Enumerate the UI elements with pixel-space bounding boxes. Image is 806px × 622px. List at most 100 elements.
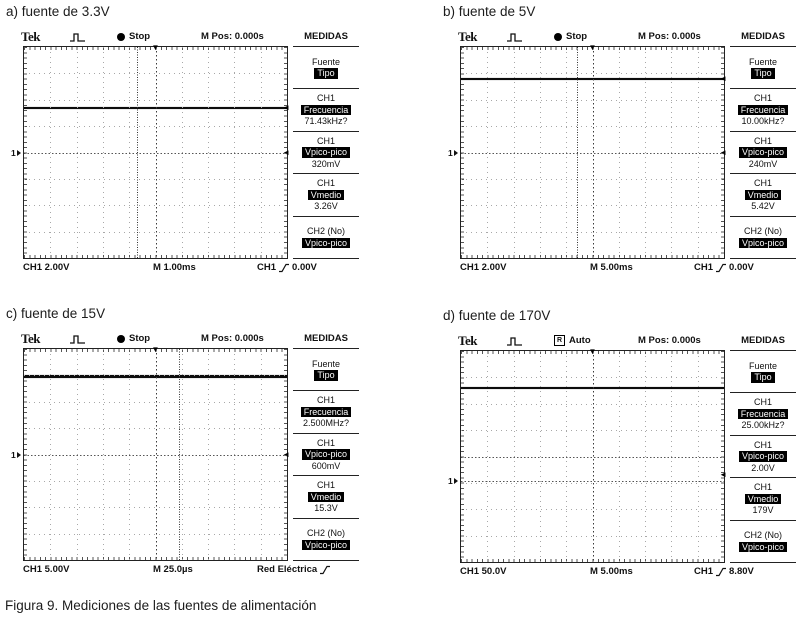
channel1-ground-marker: 1 bbox=[11, 449, 21, 460]
grid-line bbox=[461, 456, 724, 458]
m-pos-readout: M Pos: 0.000s bbox=[201, 31, 264, 42]
menu-section-type: Vpico-pico bbox=[738, 237, 788, 249]
trigger-level-value: 0.00V bbox=[729, 262, 754, 273]
menu-section-source: CH1 bbox=[316, 135, 335, 146]
menu-section-source: CH1 bbox=[316, 395, 335, 406]
scope-header: Tek R Stop M Pos: 0.000s MEDIDAS bbox=[448, 29, 796, 46]
trigger-source-label: CH1 bbox=[257, 262, 277, 273]
trigger-readout: CH1 0.00V bbox=[257, 262, 317, 273]
m-pos-readout: M Pos: 0.000s bbox=[201, 333, 264, 344]
scope-header: Tek R Auto M Pos: 0.000s MEDIDAS bbox=[448, 333, 796, 350]
rising-edge-icon bbox=[279, 263, 290, 272]
menu-section-source: CH1 bbox=[753, 93, 772, 104]
menu-section: CH1 Frecuencia 71.43kHz? bbox=[293, 88, 359, 130]
scope-panel-b: b) fuente de 5V Tek R Stop M Pos: 0.000s… bbox=[443, 4, 796, 279]
panel-label: a) fuente de 3.3V bbox=[6, 4, 110, 19]
trigger-readout: Red Eléctrica bbox=[257, 564, 333, 575]
menu-section-source: CH1 bbox=[753, 439, 772, 450]
menu-section: Fuente Tipo bbox=[293, 47, 359, 88]
grid-line bbox=[461, 480, 724, 482]
trigger-pulse-icon bbox=[69, 334, 87, 345]
measure-menu-title: MEDIDAS bbox=[741, 31, 785, 42]
menu-section-source: Fuente bbox=[311, 358, 341, 369]
stop-dot-icon bbox=[117, 32, 125, 41]
timebase-readout: M 25.0µs bbox=[153, 564, 193, 575]
oscilloscope-screen: Tek R Auto M Pos: 0.000s MEDIDAS ▼ bbox=[448, 333, 796, 583]
trigger-level-arrow-icon: ◄ bbox=[719, 148, 727, 157]
menu-section-source: CH2 (No) bbox=[743, 530, 782, 541]
menu-section-source: CH1 bbox=[753, 178, 772, 189]
trigger-readout: CH1 8.80V bbox=[694, 566, 754, 577]
menu-section-source: Fuente bbox=[311, 56, 341, 67]
channel-number: 1 bbox=[448, 147, 453, 158]
menu-section-source: CH1 bbox=[316, 480, 335, 491]
ch1-scale-readout: CH1 2.00V bbox=[23, 262, 70, 273]
tek-logo: Tek bbox=[21, 331, 40, 346]
menu-section-source: CH1 bbox=[316, 178, 335, 189]
menu-section: CH1 Vpico-pico 240mV bbox=[730, 130, 796, 173]
trigger-source-label: Red Eléctrica bbox=[257, 564, 318, 575]
ground-marker-arrow-icon bbox=[16, 149, 21, 156]
grid-line bbox=[461, 152, 724, 154]
trigger-source-label: CH1 bbox=[694, 262, 714, 273]
stop-dot-icon bbox=[554, 32, 562, 41]
menu-section-source: CH1 bbox=[753, 397, 772, 408]
menu-section: Fuente Tipo bbox=[730, 47, 796, 88]
menu-section-source: CH1 bbox=[753, 482, 772, 493]
menu-section-value: 320mV bbox=[311, 158, 341, 169]
timebase-readout: M 5.00ms bbox=[590, 566, 633, 577]
trigger-readout: CH1 0.00V bbox=[694, 262, 754, 273]
menu-section-source: CH1 bbox=[316, 93, 335, 104]
channel-number: 1 bbox=[11, 449, 16, 460]
menu-section: CH1 Vpico-pico 2.00V bbox=[730, 434, 796, 477]
ground-marker-arrow-icon bbox=[16, 451, 21, 458]
rising-edge-icon bbox=[320, 565, 331, 574]
menu-section-value: 25.00kHz? bbox=[741, 420, 785, 431]
menu-section-type: Vpico-pico bbox=[301, 147, 351, 158]
menu-section-value: 5.42V bbox=[751, 201, 775, 212]
menu-section-type: Tipo bbox=[314, 68, 338, 79]
oscilloscope-screen: Tek R Stop M Pos: 0.000s MEDIDAS ▼ bbox=[11, 29, 359, 279]
figure-caption: Figura 9. Mediciones de las fuentes de a… bbox=[5, 598, 317, 613]
trace-level-arrow-icon: ◄ bbox=[282, 103, 290, 113]
stop-dot-icon bbox=[117, 334, 125, 343]
menu-section-value: 10.00kHz? bbox=[741, 116, 785, 127]
acquisition-mode-label: Stop bbox=[566, 31, 588, 42]
graticule: ▼ 1 ◄ ◄ bbox=[448, 44, 727, 259]
menu-section: CH1 Frecuencia 25.00kHz? bbox=[730, 392, 796, 434]
menu-section: CH1 Vmedio 15.3V bbox=[293, 475, 359, 517]
acquisition-mode-label: Auto bbox=[569, 335, 591, 346]
menu-section-type: Vpico-pico bbox=[301, 449, 351, 460]
trigger-level-arrow-icon: ◄ bbox=[719, 470, 727, 480]
acquisition-status: R Stop bbox=[117, 333, 150, 344]
trace-level-arrow-icon: ◄ bbox=[719, 74, 727, 84]
ground-marker-arrow-icon bbox=[453, 477, 458, 484]
menu-section: CH1 Vmedio 5.42V bbox=[730, 173, 796, 215]
menu-section-value: 3.26V bbox=[314, 201, 338, 212]
menu-section-type: Tipo bbox=[314, 370, 338, 381]
measure-menu-title: MEDIDAS bbox=[304, 31, 348, 42]
tek-logo: Tek bbox=[21, 29, 40, 44]
graticule: ▼ 1 ◄ ◄ bbox=[11, 44, 290, 259]
menu-section-type: Vmedio bbox=[744, 189, 782, 201]
menu-section-type: Vmedio bbox=[307, 491, 345, 503]
oscilloscope-screen: Tek R Stop M Pos: 0.000s MEDIDAS ▼ bbox=[448, 29, 796, 279]
ch1-scale-readout: CH1 5.00V bbox=[23, 564, 70, 575]
channel1-ground-marker: 1 bbox=[448, 477, 458, 485]
scope-header: Tek R Stop M Pos: 0.000s MEDIDAS bbox=[11, 331, 359, 348]
scope-status-bar: CH1 2.00V M 1.00ms CH1 0.00V bbox=[11, 260, 359, 275]
scope-status-bar: CH1 50.0V M 5.00ms CH1 8.80V bbox=[448, 564, 796, 579]
trigger-pulse-icon bbox=[69, 32, 87, 43]
menu-section-value: 240mV bbox=[748, 158, 778, 169]
ch1-scale-readout: CH1 2.00V bbox=[460, 262, 507, 273]
graticule: ▼ 1 ◄ ◄ bbox=[11, 346, 290, 561]
menu-section-source: CH2 (No) bbox=[306, 226, 345, 237]
menu-section-type: Vmedio bbox=[744, 493, 782, 505]
menu-section: CH1 Vpico-pico 320mV bbox=[293, 130, 359, 173]
trigger-source-label: CH1 bbox=[694, 566, 714, 577]
trigger-level-arrow-icon: ◄ bbox=[282, 148, 290, 157]
measure-menu-title: MEDIDAS bbox=[304, 333, 348, 344]
menu-section: CH2 (No) Vpico-pico bbox=[730, 215, 796, 258]
oscilloscope-screen: Tek R Stop M Pos: 0.000s MEDIDAS ▼ bbox=[11, 331, 359, 581]
menu-section: CH2 (No) Vpico-pico bbox=[293, 517, 359, 560]
